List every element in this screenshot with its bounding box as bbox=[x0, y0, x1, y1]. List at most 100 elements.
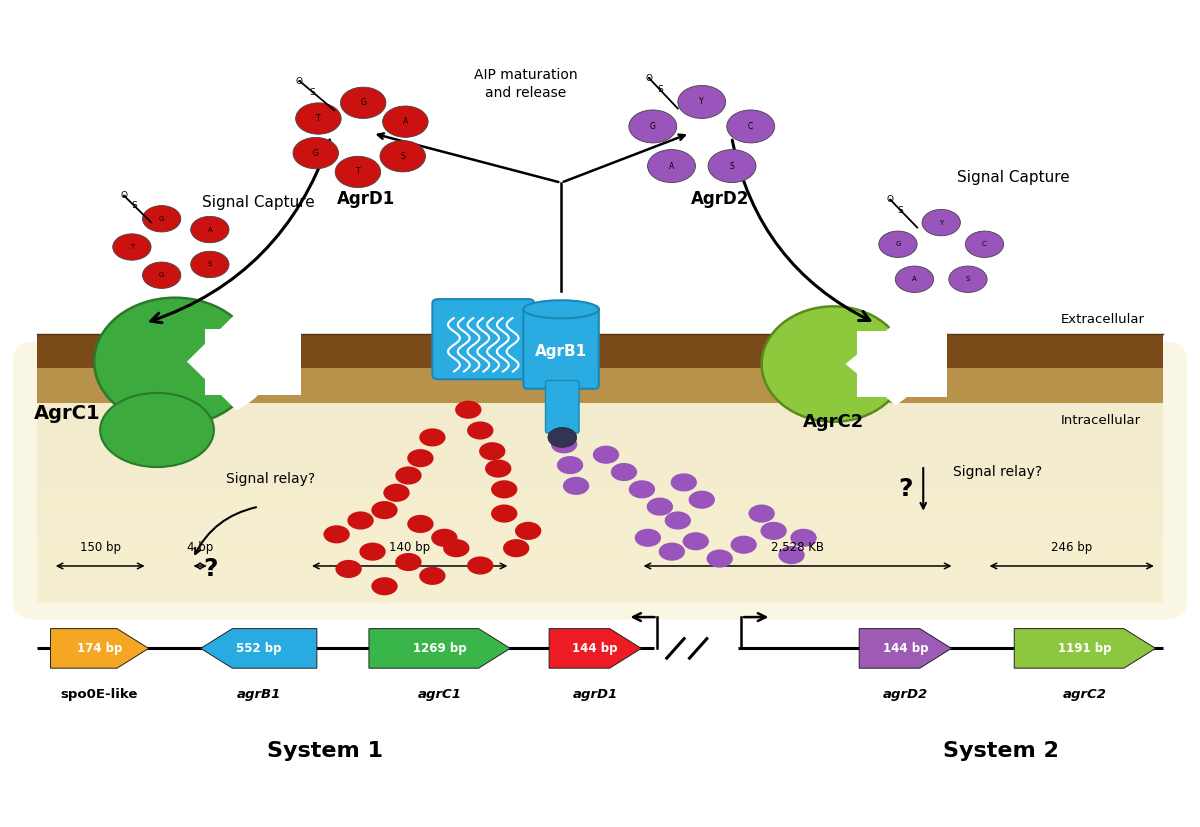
Bar bbox=[37, 586, 1163, 595]
Bar bbox=[37, 366, 1163, 374]
Circle shape bbox=[635, 528, 661, 547]
Text: C: C bbox=[748, 122, 754, 131]
Bar bbox=[37, 562, 1163, 571]
Circle shape bbox=[708, 150, 756, 183]
Bar bbox=[37, 505, 1163, 513]
Bar bbox=[37, 447, 1163, 456]
Text: S: S bbox=[310, 88, 316, 97]
Circle shape bbox=[383, 484, 409, 502]
Text: 1191 bp: 1191 bp bbox=[1058, 642, 1111, 655]
Circle shape bbox=[749, 504, 775, 523]
Bar bbox=[37, 390, 1163, 399]
Text: Signal relay?: Signal relay? bbox=[227, 472, 316, 486]
Circle shape bbox=[143, 206, 181, 232]
Text: AgrC1: AgrC1 bbox=[34, 404, 101, 423]
Text: S: S bbox=[208, 261, 212, 267]
Text: 4 bp: 4 bp bbox=[187, 541, 214, 553]
Circle shape bbox=[335, 156, 380, 188]
Text: 552 bp: 552 bp bbox=[236, 642, 282, 655]
Circle shape bbox=[380, 141, 426, 172]
Circle shape bbox=[336, 560, 361, 578]
Text: S: S bbox=[730, 161, 734, 170]
Bar bbox=[37, 529, 1163, 538]
Circle shape bbox=[419, 428, 445, 447]
Bar bbox=[858, 331, 947, 397]
Circle shape bbox=[341, 87, 386, 118]
Bar bbox=[37, 432, 1163, 439]
Text: T: T bbox=[355, 167, 360, 176]
Text: G: G bbox=[360, 98, 366, 108]
Circle shape bbox=[419, 566, 445, 585]
Wedge shape bbox=[187, 313, 274, 410]
Text: S: S bbox=[966, 276, 970, 282]
Circle shape bbox=[593, 446, 619, 464]
Circle shape bbox=[791, 528, 817, 547]
Circle shape bbox=[293, 137, 338, 169]
Circle shape bbox=[491, 504, 517, 523]
Circle shape bbox=[551, 435, 577, 453]
Circle shape bbox=[548, 428, 577, 447]
Bar bbox=[37, 415, 1163, 423]
Circle shape bbox=[648, 150, 696, 183]
Text: agrC2: agrC2 bbox=[1063, 688, 1106, 701]
FancyBboxPatch shape bbox=[13, 342, 1187, 619]
Bar bbox=[205, 328, 301, 394]
FancyBboxPatch shape bbox=[432, 299, 534, 380]
Circle shape bbox=[647, 498, 673, 516]
Polygon shape bbox=[368, 629, 510, 668]
Circle shape bbox=[665, 511, 691, 529]
Circle shape bbox=[707, 549, 733, 567]
Text: T: T bbox=[130, 244, 134, 250]
Circle shape bbox=[407, 515, 433, 533]
Bar bbox=[37, 579, 1163, 586]
Circle shape bbox=[467, 557, 493, 575]
Bar bbox=[37, 595, 1163, 603]
Circle shape bbox=[191, 217, 229, 243]
Circle shape bbox=[443, 539, 469, 557]
Text: agrD2: agrD2 bbox=[883, 688, 928, 701]
Circle shape bbox=[371, 501, 397, 519]
Bar bbox=[37, 472, 1163, 480]
Text: C: C bbox=[982, 241, 986, 247]
Text: G: G bbox=[158, 216, 164, 222]
Text: 144 bp: 144 bp bbox=[572, 642, 618, 655]
Circle shape bbox=[629, 110, 677, 143]
Ellipse shape bbox=[523, 300, 599, 318]
Text: AIP maturation
and release: AIP maturation and release bbox=[474, 68, 577, 100]
Polygon shape bbox=[859, 629, 952, 668]
Bar bbox=[37, 497, 1163, 505]
Text: agrB1: agrB1 bbox=[236, 688, 281, 701]
Circle shape bbox=[545, 411, 571, 429]
Circle shape bbox=[503, 539, 529, 557]
Text: 246 bp: 246 bp bbox=[1051, 541, 1092, 553]
Bar bbox=[37, 358, 1163, 366]
Text: Signal Capture: Signal Capture bbox=[203, 194, 316, 209]
Bar bbox=[37, 399, 1163, 407]
Text: G: G bbox=[895, 241, 901, 247]
Text: Y: Y bbox=[700, 98, 704, 107]
Text: ?: ? bbox=[898, 477, 912, 501]
Circle shape bbox=[431, 528, 457, 547]
Circle shape bbox=[491, 480, 517, 499]
Text: S: S bbox=[656, 85, 662, 94]
Bar bbox=[37, 456, 1163, 464]
Polygon shape bbox=[550, 629, 641, 668]
Text: A: A bbox=[668, 161, 674, 170]
Text: 150 bp: 150 bp bbox=[79, 541, 121, 553]
Bar bbox=[37, 464, 1163, 472]
Circle shape bbox=[467, 422, 493, 439]
Circle shape bbox=[965, 231, 1003, 257]
Circle shape bbox=[407, 449, 433, 467]
Circle shape bbox=[479, 442, 505, 461]
Text: ?: ? bbox=[204, 557, 218, 581]
Ellipse shape bbox=[762, 306, 905, 422]
Circle shape bbox=[895, 266, 934, 293]
Ellipse shape bbox=[94, 298, 256, 425]
Text: O: O bbox=[120, 191, 127, 200]
Circle shape bbox=[395, 466, 421, 485]
Circle shape bbox=[347, 511, 373, 529]
Circle shape bbox=[359, 543, 385, 561]
Ellipse shape bbox=[100, 393, 214, 467]
Text: G: G bbox=[650, 122, 655, 131]
Circle shape bbox=[485, 460, 511, 478]
